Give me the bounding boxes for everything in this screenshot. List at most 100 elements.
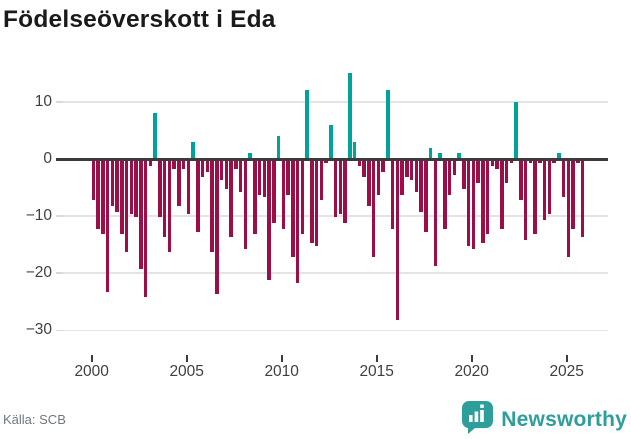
bar[interactable] xyxy=(314,160,319,246)
bar[interactable] xyxy=(409,160,414,181)
bar[interactable] xyxy=(139,160,143,269)
bar[interactable] xyxy=(248,153,252,159)
bar[interactable] xyxy=(162,160,167,238)
bar[interactable] xyxy=(386,90,390,159)
bar[interactable] xyxy=(96,160,100,229)
bar[interactable] xyxy=(490,160,495,166)
bar[interactable] xyxy=(466,160,471,246)
bar[interactable] xyxy=(186,160,191,215)
bar[interactable] xyxy=(272,160,276,224)
bar[interactable] xyxy=(262,160,267,198)
bar[interactable] xyxy=(105,160,110,292)
bar[interactable] xyxy=(238,160,243,192)
bar[interactable] xyxy=(101,160,105,235)
bar[interactable] xyxy=(91,160,96,201)
bar[interactable] xyxy=(181,160,186,169)
bar[interactable] xyxy=(428,147,433,159)
bar[interactable] xyxy=(447,160,452,195)
bar[interactable] xyxy=(352,141,357,159)
bar[interactable] xyxy=(433,160,438,266)
bar[interactable] xyxy=(533,160,537,235)
bar[interactable] xyxy=(158,160,162,218)
bar[interactable] xyxy=(134,160,138,218)
bar[interactable] xyxy=(281,160,286,229)
bar[interactable] xyxy=(376,160,381,195)
bar[interactable] xyxy=(500,160,504,229)
bar[interactable] xyxy=(414,160,419,192)
bar[interactable] xyxy=(552,160,556,164)
bar[interactable] xyxy=(576,160,580,164)
bar[interactable] xyxy=(219,160,224,181)
bar[interactable] xyxy=(424,160,428,232)
bar[interactable] xyxy=(200,160,205,178)
bar[interactable] xyxy=(343,160,347,224)
bar[interactable] xyxy=(519,160,523,201)
bar[interactable] xyxy=(443,160,447,229)
bar[interactable] xyxy=(167,160,172,252)
bar[interactable] xyxy=(324,160,328,164)
bar[interactable] xyxy=(557,153,561,159)
bar[interactable] xyxy=(381,160,385,172)
bar[interactable] xyxy=(452,160,457,175)
bar[interactable] xyxy=(538,160,542,164)
bar[interactable] xyxy=(471,160,476,249)
bar[interactable] xyxy=(115,160,119,212)
bar[interactable] xyxy=(457,153,461,159)
bar[interactable] xyxy=(276,136,281,159)
bar[interactable] xyxy=(124,160,129,252)
bar[interactable] xyxy=(371,160,376,258)
bar[interactable] xyxy=(177,160,181,206)
bar[interactable] xyxy=(120,160,124,235)
bar[interactable] xyxy=(523,160,528,241)
bar[interactable] xyxy=(257,160,262,195)
bar[interactable] xyxy=(528,160,533,164)
bar[interactable] xyxy=(110,160,115,206)
bar[interactable] xyxy=(143,160,148,298)
bar[interactable] xyxy=(253,160,257,235)
bar[interactable] xyxy=(476,160,480,184)
bar[interactable] xyxy=(129,160,134,215)
bar[interactable] xyxy=(395,160,400,321)
bar[interactable] xyxy=(504,160,509,184)
bar[interactable] xyxy=(362,160,366,178)
bar[interactable] xyxy=(191,141,195,159)
bar[interactable] xyxy=(367,160,371,206)
bar[interactable] xyxy=(400,160,404,195)
bar[interactable] xyxy=(542,160,547,221)
bar[interactable] xyxy=(305,90,309,159)
bar[interactable] xyxy=(329,124,333,159)
bar[interactable] xyxy=(566,160,571,258)
bar[interactable] xyxy=(348,73,352,159)
bar[interactable] xyxy=(547,160,552,215)
bar[interactable] xyxy=(485,160,490,235)
bar[interactable] xyxy=(561,160,566,198)
newsworthy-logo[interactable]: Newsworthy xyxy=(462,401,627,439)
bar[interactable] xyxy=(234,160,238,169)
bar[interactable] xyxy=(196,160,200,232)
bar[interactable] xyxy=(419,160,423,212)
bar[interactable] xyxy=(509,160,514,164)
bar[interactable] xyxy=(580,160,585,238)
bar[interactable] xyxy=(481,160,485,244)
bar[interactable] xyxy=(405,160,409,178)
bar[interactable] xyxy=(286,160,290,195)
bar[interactable] xyxy=(148,160,153,166)
bar[interactable] xyxy=(267,160,271,281)
bar[interactable] xyxy=(462,160,466,189)
bar[interactable] xyxy=(438,153,442,159)
bar[interactable] xyxy=(338,160,343,215)
bar[interactable] xyxy=(243,160,248,249)
bar[interactable] xyxy=(357,160,362,166)
bar[interactable] xyxy=(153,113,157,159)
bar[interactable] xyxy=(495,160,499,169)
bar[interactable] xyxy=(215,160,219,295)
bar[interactable] xyxy=(229,160,233,238)
bar[interactable] xyxy=(310,160,314,244)
bar[interactable] xyxy=(319,160,324,201)
bar[interactable] xyxy=(205,160,210,172)
bar[interactable] xyxy=(333,160,338,218)
bar[interactable] xyxy=(571,160,575,229)
bar[interactable] xyxy=(390,160,395,229)
bar[interactable] xyxy=(514,101,518,159)
bar[interactable] xyxy=(291,160,295,258)
